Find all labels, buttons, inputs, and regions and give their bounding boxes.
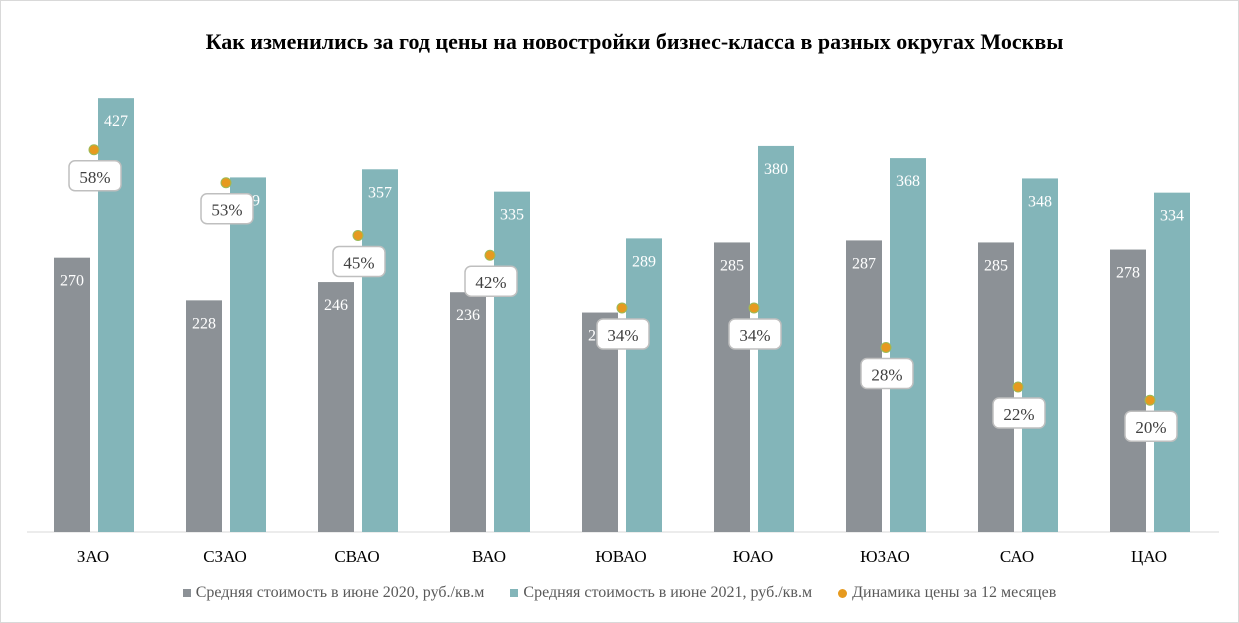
bar-2020	[318, 282, 354, 532]
bar-2020	[978, 242, 1014, 532]
legend: Средняя стоимость в июне 2020, руб./кв.м…	[1, 584, 1238, 602]
bar-2020	[1110, 249, 1146, 532]
dynamics-label: 45%	[343, 253, 374, 272]
dynamics-label-box	[860, 357, 914, 390]
bar-2020	[186, 300, 222, 532]
dynamics-label-box	[332, 245, 386, 278]
dynamics-point	[220, 177, 232, 189]
dynamics-point	[1144, 394, 1156, 406]
bar-value-label: 246	[324, 297, 348, 314]
x-tick-label: ЮВАО	[595, 547, 646, 566]
x-tick-label: ЮАО	[733, 547, 774, 566]
dynamics-label-box	[1124, 410, 1178, 442]
dynamics-label-box	[596, 318, 650, 350]
bar-value-label: 335	[500, 207, 524, 224]
legend-label: Средняя стоимость в июне 2021, руб./кв.м	[523, 584, 813, 601]
dynamics-point	[616, 302, 628, 314]
bar-value-label: 270	[60, 273, 84, 290]
dynamics-label-box	[464, 265, 518, 297]
dynamics-label: 20%	[1135, 418, 1166, 437]
bar-value-label: 285	[720, 257, 744, 274]
dynamics-label-box	[728, 318, 782, 350]
legend-item-2020: Средняя стоимость в июне 2020, руб./кв.м	[182, 584, 485, 602]
bar-2020	[714, 242, 750, 532]
chart-title: Как изменились за год цены на новостройк…	[205, 29, 1064, 54]
bar-value-label: 380	[764, 161, 788, 178]
dynamics-point	[484, 249, 496, 261]
bar-value-label: 348	[1028, 193, 1052, 210]
bar-value-label: 236	[456, 307, 480, 324]
bar-value-label: 368	[896, 173, 920, 190]
legend-item-2021: Средняя стоимость в июне 2021, руб./кв.м	[510, 584, 812, 602]
bar-2021	[1022, 178, 1058, 532]
dynamics-point	[88, 144, 100, 156]
dynamics-label: 34%	[607, 326, 638, 345]
bar-value-label: 357	[368, 184, 392, 201]
dynamics-point	[748, 302, 760, 314]
bar-value-label: 427	[104, 113, 128, 130]
legend-marker	[838, 588, 848, 598]
bar-2021	[230, 177, 266, 532]
bar-2020	[54, 257, 90, 532]
bar-value-label: 278	[1116, 265, 1140, 282]
bar-2021	[1154, 192, 1190, 532]
bar-2021	[890, 158, 926, 532]
x-tick-label: ВАО	[472, 547, 506, 566]
dynamics-label: 22%	[1003, 405, 1034, 424]
dynamics-label-box	[200, 192, 254, 225]
dynamics-label: 28%	[871, 365, 902, 384]
x-tick-label: ЗАО	[77, 547, 109, 566]
bar-value-label: 289	[632, 253, 656, 270]
dynamics-label-box	[68, 160, 122, 192]
x-tick-label: СВАО	[334, 547, 379, 566]
legend-label: Средняя стоимость в июне 2020, руб./кв.м	[195, 584, 485, 601]
bar-value-label: 285	[984, 257, 1008, 274]
dynamics-label: 42%	[475, 273, 506, 292]
dynamics-label: 34%	[739, 326, 770, 345]
dynamics-point	[352, 229, 364, 241]
dynamics-point	[1012, 381, 1024, 393]
bar-2020	[450, 292, 486, 532]
x-tick-label: СЗАО	[203, 547, 247, 566]
bar-2021	[362, 169, 398, 532]
bar-value-label: 287	[852, 255, 876, 272]
legend-item-dynamics: Динамика цены за 12 месяцев	[838, 584, 1056, 602]
x-tick-label: ЮЗАО	[860, 547, 910, 566]
legend-swatch	[182, 589, 191, 597]
legend-label: Динамика цены за 12 месяцев	[852, 584, 1057, 601]
bar-value-label: 334	[1160, 208, 1184, 225]
dynamics-label: 58%	[79, 168, 110, 187]
x-tick-label: САО	[1000, 547, 1034, 566]
bar-value-label: 228	[192, 315, 216, 332]
bar-2021	[494, 191, 530, 532]
x-tick-label: ЦАО	[1131, 547, 1167, 566]
bar-2021	[626, 238, 662, 532]
legend-swatch	[510, 589, 519, 597]
dynamics-label-box	[992, 397, 1046, 429]
dynamics-point	[880, 341, 892, 353]
dynamics-label: 53%	[211, 201, 242, 220]
